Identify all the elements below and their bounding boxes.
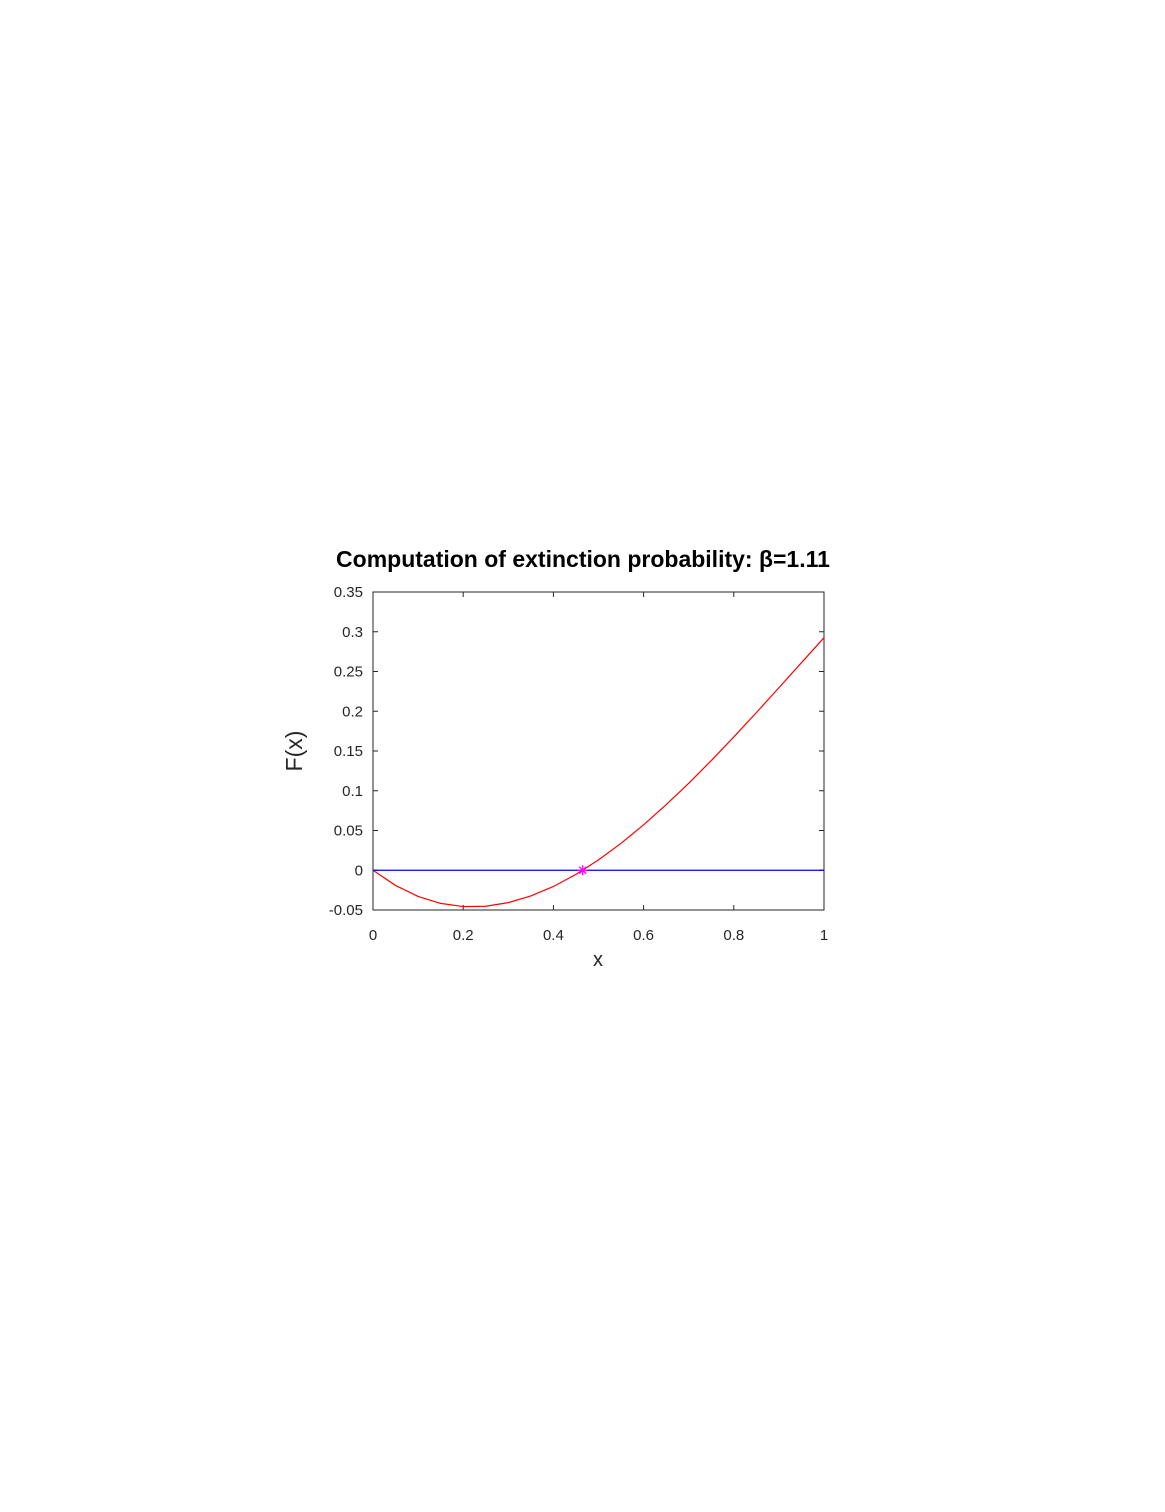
- x-tick-label: 0: [369, 927, 377, 944]
- x-tick-label: 0.8: [723, 927, 744, 944]
- line-series: [372, 637, 825, 908]
- y-axis-label: F(x): [281, 731, 307, 772]
- y-tick-label: 0.3: [342, 624, 363, 641]
- chart-title: Computation of extinction probability: β…: [336, 546, 830, 572]
- y-tick-label: 0.25: [334, 664, 363, 681]
- x-tick-label: 0.2: [453, 927, 474, 944]
- y-tick-label: -0.05: [329, 902, 363, 919]
- plot-area: [372, 591, 825, 911]
- x-tick-label: 0.6: [633, 927, 654, 944]
- root-marker: [577, 865, 588, 876]
- x-tick-label: 0.4: [543, 927, 564, 944]
- x-axis-label: x: [593, 949, 603, 971]
- y-tick-label: 0.15: [334, 743, 363, 760]
- x-tick-label: 1: [820, 927, 828, 944]
- y-tick-label: 0.05: [334, 823, 363, 840]
- y-tick-label: 0: [355, 862, 363, 879]
- y-tick-label: 0.35: [334, 584, 363, 601]
- y-tick-label: 0.2: [342, 703, 363, 720]
- y-tick-label: 0.1: [342, 783, 363, 800]
